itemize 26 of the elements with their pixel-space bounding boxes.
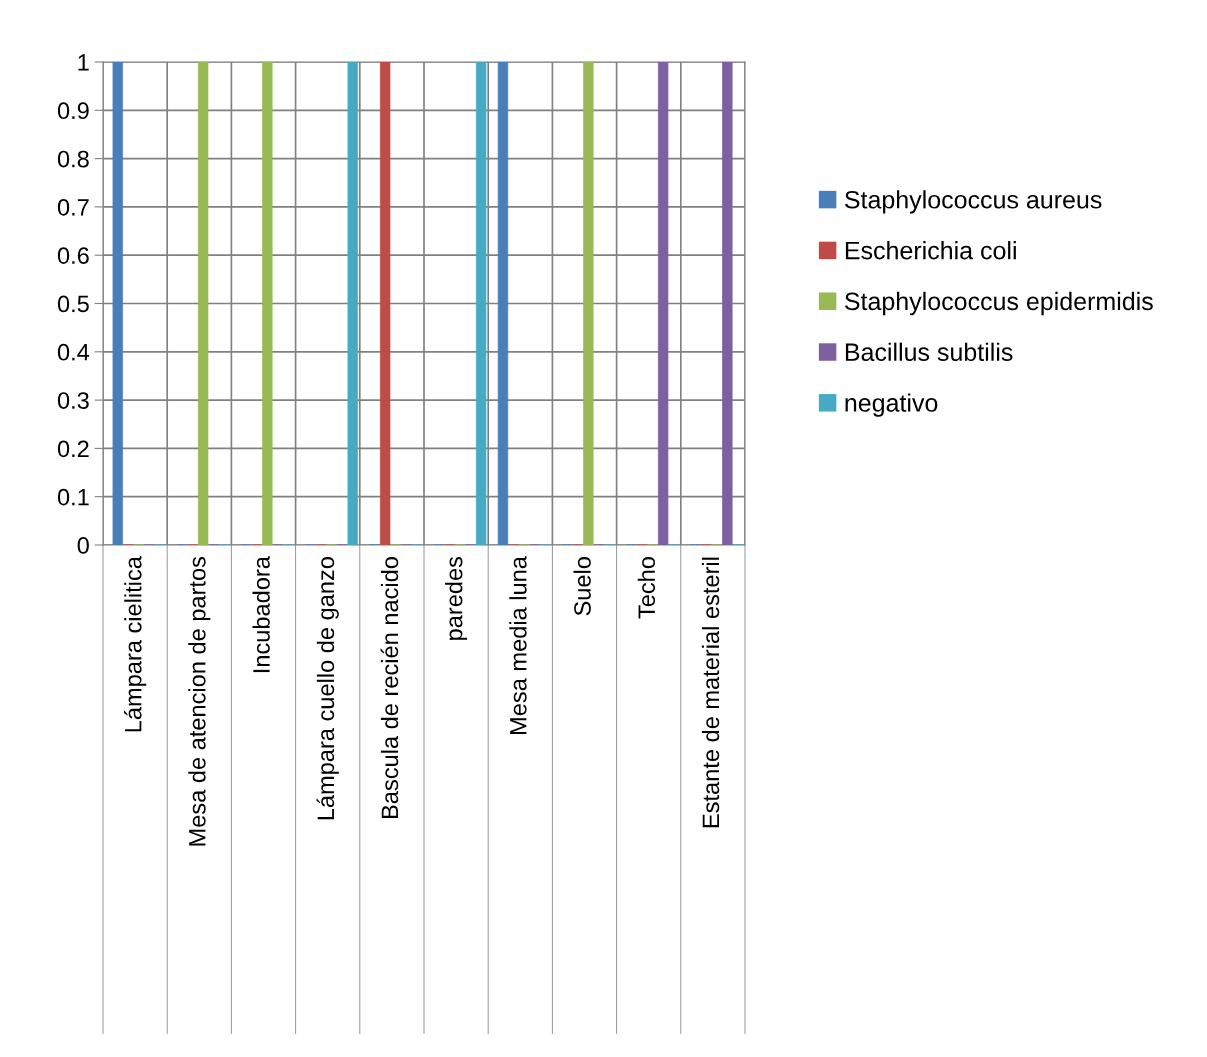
x-tick-label: Incubadora	[252, 556, 270, 673]
x-tick-label: paredes	[445, 556, 468, 640]
y-tick-label: 0.7	[57, 198, 89, 216]
legend-label: Escherichia coli	[845, 241, 1016, 260]
x-tick-label: Techo	[637, 557, 656, 619]
legend-label: Staphylococcus aureus	[845, 190, 1102, 214]
x-tick-label: Mesa de atencion de partos	[188, 556, 211, 846]
legend-label: Bacillus subtilis	[845, 342, 1013, 362]
y-tick-label: 0.1	[57, 488, 89, 506]
x-tick-label: Lámpara cuello de ganzo	[316, 557, 339, 820]
y-tick-label: 1	[78, 54, 89, 71]
legend-label: Staphylococcus epidermidis	[845, 291, 1153, 316]
y-tick-label: 0.5	[57, 295, 89, 313]
y-tick-label: 0.4	[57, 343, 90, 361]
x-tick-label: Bascula de recién nacido	[380, 557, 399, 818]
x-tick-label: Lámpara cielitica	[123, 556, 147, 732]
y-tick-label: 0.9	[57, 102, 89, 120]
legend-label: negativo	[845, 393, 938, 417]
y-tick-label: 0.2	[57, 440, 89, 458]
x-tick-label: Suelo	[573, 557, 591, 616]
x-tick-label: Mesa media luna	[509, 556, 527, 734]
x-tick-label: Estante de material esteril	[701, 557, 720, 828]
y-tick-label: 0.6	[57, 247, 89, 264]
y-tick-label: 0.8	[57, 150, 89, 168]
y-tick-label: 0	[77, 537, 89, 554]
y-tick-label: 0.3	[57, 392, 89, 409]
